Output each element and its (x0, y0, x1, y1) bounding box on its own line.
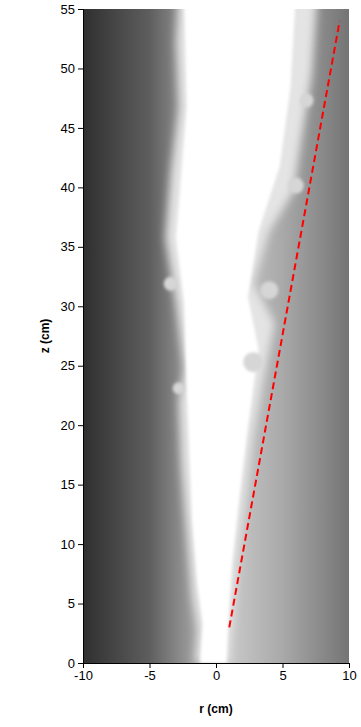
x-tick: 10 (342, 663, 356, 683)
y-tick: 55 (61, 2, 83, 17)
plume-eddy (173, 382, 185, 394)
y-tick: 50 (61, 61, 83, 76)
plume-halo (165, 9, 317, 663)
y-tick: 30 (61, 299, 83, 314)
y-axis-title: z (cm) (38, 319, 52, 354)
y-tick: 35 (61, 239, 83, 254)
plume-eddy (299, 94, 313, 108)
lines (229, 21, 339, 627)
x-tick-label: 5 (279, 668, 286, 683)
y-tick: 5 (68, 596, 83, 611)
y-tick-mark (78, 544, 83, 545)
y-tick-label: 15 (61, 477, 75, 492)
x-tick-label: 0 (213, 668, 220, 683)
dashed-line (229, 21, 339, 627)
y-tick-label: 45 (61, 121, 75, 136)
plume-eddy (260, 281, 278, 299)
y-tick-label: 25 (61, 358, 75, 373)
y-tick-mark (78, 128, 83, 129)
y-tick-label: 10 (61, 537, 75, 552)
y-tick: 10 (61, 537, 83, 552)
x-tick-label: -10 (74, 668, 93, 683)
y-tick-label: 5 (68, 596, 75, 611)
x-tick: -10 (74, 663, 93, 683)
y-tick-mark (78, 247, 83, 248)
y-tick-mark (78, 68, 83, 69)
y-tick: 45 (61, 121, 83, 136)
plume-eddy (243, 352, 263, 372)
chart: -10 -5 0 5 10 0 5 10 15 20 25 30 35 40 45 50 55 r (cm) z (… (0, 0, 361, 727)
plume-image (83, 9, 349, 663)
y-axis-line (78, 10, 84, 664)
y-tick: 15 (61, 477, 83, 492)
y-tick-mark (78, 306, 83, 307)
x-axis: -10 -5 0 5 10 (74, 663, 357, 683)
plot: -10 -5 0 5 10 0 5 10 15 20 25 30 35 40 45 50 55 (61, 0, 357, 683)
y-tick-label: 55 (61, 2, 75, 17)
y-tick-mark (78, 9, 83, 10)
y-tick: 25 (61, 358, 83, 373)
x-axis-title: r (cm) (199, 702, 232, 716)
y-tick: 0 (68, 656, 83, 671)
y-tick-label: 50 (61, 61, 75, 76)
y-tick-label: 30 (61, 299, 75, 314)
x-tick-label: -5 (144, 668, 156, 683)
x-tick: -5 (144, 663, 156, 683)
y-tick-mark (78, 663, 83, 664)
y-tick: 40 (61, 180, 83, 195)
y-tick-label: 20 (61, 418, 75, 433)
y-tick-mark (78, 187, 83, 188)
plume-core (176, 9, 296, 663)
plume-eddy (164, 277, 178, 291)
y-tick-label: 40 (61, 180, 75, 195)
y-tick-mark (78, 485, 83, 486)
x-tick: 5 (279, 663, 286, 683)
y-tick-label: 35 (61, 239, 75, 254)
y-tick-mark (78, 366, 83, 367)
y-tick-mark (78, 604, 83, 605)
x-tick: 0 (213, 663, 220, 683)
plume-eddy (288, 178, 304, 194)
y-axis: 0 5 10 15 20 25 30 35 40 45 50 55 (61, 2, 84, 671)
y-tick-label: 0 (68, 656, 75, 671)
x-tick-label: 10 (342, 668, 356, 683)
y-tick: 20 (61, 418, 83, 433)
y-tick-mark (78, 425, 83, 426)
